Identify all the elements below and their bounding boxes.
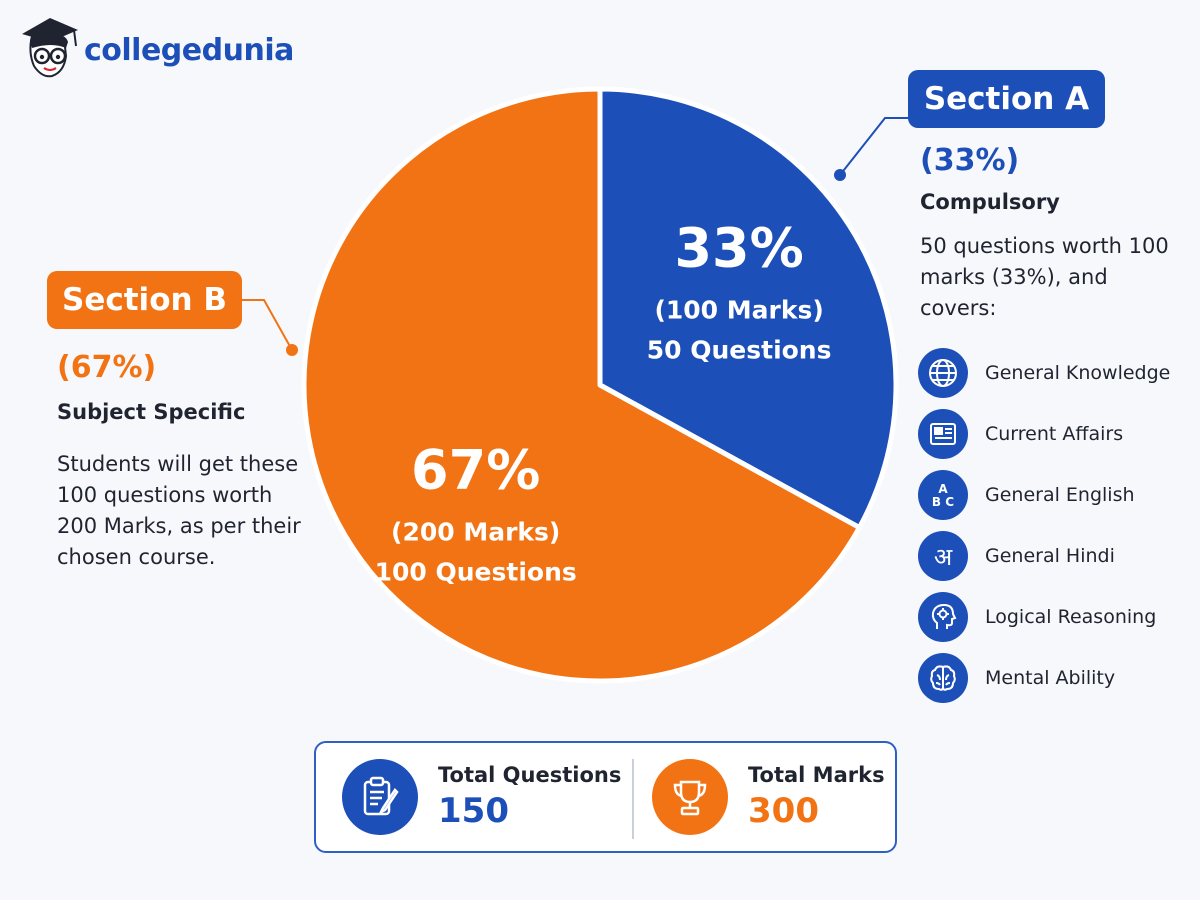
svg-text:अ: अ [934,543,953,571]
total-marks-label: Total Marks [748,761,885,789]
slice-marks-label: (100 Marks) [654,296,823,325]
connector-section-a [834,118,910,181]
totals-divider [632,759,634,839]
topic-general-english: A B C General English [918,470,1170,520]
topic-mental-ability: Mental Ability [918,653,1170,703]
section-b-description: Students will get these 100 questions wo… [57,449,307,573]
total-questions: Total Questions 150 [342,759,621,835]
total-marks: Total Marks 300 [652,759,885,835]
totals-card: Total Questions 150 Total Marks 300 [314,741,897,853]
total-questions-value: 150 [438,789,621,833]
globe-icon [918,348,968,398]
section-a-percent: (33%) [920,143,1019,178]
section-a-description: 50 questions worth 100 marks (33%), and … [920,231,1190,324]
newspaper-icon [918,409,968,459]
slice-questions-label: 50 Questions [647,336,832,365]
topic-logical-reasoning: Logical Reasoning [918,592,1170,642]
svg-text:B C: B C [932,495,954,509]
clipboard-pen-icon [342,759,418,835]
head-gear-icon [918,592,968,642]
topic-general-knowledge: General Knowledge [918,348,1170,398]
connector-section-b [242,300,298,356]
topic-general-hindi: अ General Hindi [918,531,1170,581]
total-questions-label: Total Questions [438,761,621,789]
brain-icon [918,653,968,703]
total-marks-value: 300 [748,789,885,833]
section-a-tag: Section A [908,70,1105,128]
section-b-subtitle: Subject Specific [57,400,245,424]
slice-marks-label: (200 Marks) [391,518,560,547]
svg-text:A: A [938,482,948,496]
hindi-letter-icon: अ [918,531,968,581]
section-a-subtitle: Compulsory [920,190,1060,214]
slice-percent-label: 67% [411,439,540,502]
abc-icon: A B C [918,470,968,520]
slice-percent-label: 33% [674,217,803,280]
topic-list: General Knowledge Current Affairs A B C … [918,348,1170,714]
topic-current-affairs: Current Affairs [918,409,1170,459]
trophy-icon [652,759,728,835]
section-b-tag: Section B [47,271,242,329]
section-b-percent: (67%) [57,350,156,385]
slice-questions-label: 100 Questions [375,558,577,587]
